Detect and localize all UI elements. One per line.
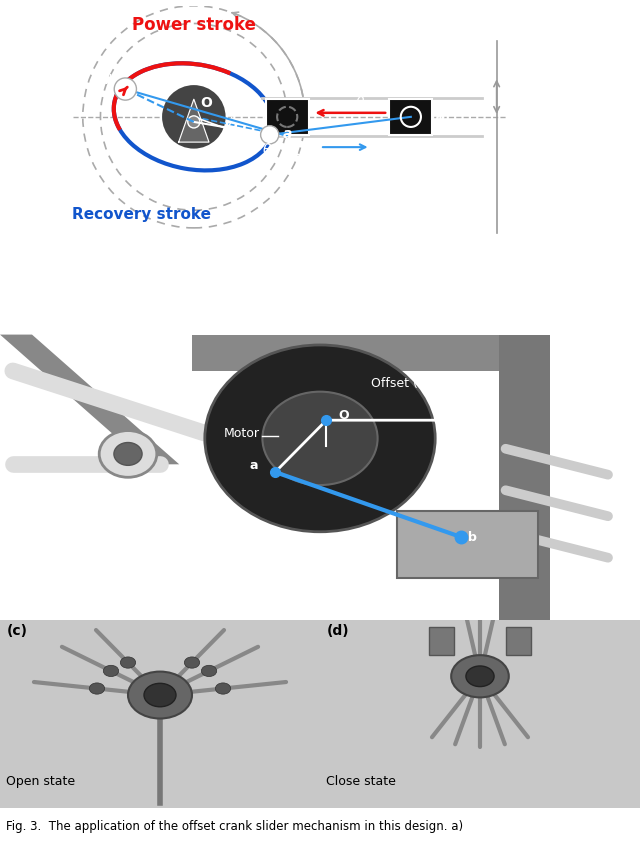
Text: Recovery stroke: Recovery stroke bbox=[72, 206, 211, 222]
Text: Open state: Open state bbox=[6, 774, 76, 787]
Circle shape bbox=[144, 683, 176, 707]
Circle shape bbox=[215, 683, 230, 694]
Bar bbox=[397, 511, 538, 579]
Text: $\theta$: $\theta$ bbox=[237, 100, 248, 116]
Text: Offset (e): Offset (e) bbox=[371, 377, 431, 390]
Text: O: O bbox=[338, 408, 349, 421]
Text: (c): (c) bbox=[6, 624, 28, 637]
Circle shape bbox=[103, 665, 118, 676]
Circle shape bbox=[262, 392, 378, 486]
Circle shape bbox=[128, 671, 192, 719]
Text: $\theta_1$: $\theta_1$ bbox=[355, 95, 371, 112]
Circle shape bbox=[120, 657, 136, 668]
Text: (a): (a) bbox=[74, 285, 96, 300]
Text: $\theta_2$: $\theta_2$ bbox=[262, 141, 278, 158]
Text: Offset (e): Offset (e) bbox=[502, 62, 562, 75]
Text: (d): (d) bbox=[326, 624, 349, 637]
Text: Connecting rod: Connecting rod bbox=[10, 496, 105, 509]
Circle shape bbox=[202, 665, 217, 676]
Circle shape bbox=[451, 655, 509, 698]
Circle shape bbox=[90, 683, 105, 694]
Circle shape bbox=[161, 85, 227, 151]
Text: a: a bbox=[250, 458, 258, 471]
Bar bbox=[499, 335, 550, 620]
Bar bbox=[266, 100, 308, 135]
Circle shape bbox=[99, 431, 157, 478]
Text: Close state: Close state bbox=[326, 774, 396, 787]
Bar bbox=[192, 335, 544, 371]
Polygon shape bbox=[0, 335, 179, 465]
Text: Motor: Motor bbox=[224, 426, 260, 440]
Text: O: O bbox=[200, 95, 212, 110]
Text: Power stroke: Power stroke bbox=[132, 15, 256, 33]
Text: b: b bbox=[435, 111, 445, 124]
Text: a: a bbox=[282, 127, 292, 141]
Bar bbox=[389, 100, 432, 135]
Bar bbox=[506, 627, 531, 655]
Text: Fig. 3.  The application of the offset crank slider mechanism in this design. a): Fig. 3. The application of the offset cr… bbox=[6, 819, 463, 832]
Circle shape bbox=[115, 79, 136, 101]
Bar bbox=[429, 627, 454, 655]
Text: Sliding block: Sliding block bbox=[352, 592, 431, 605]
Text: b': b' bbox=[282, 140, 296, 153]
Circle shape bbox=[205, 346, 435, 532]
Text: (b): (b) bbox=[10, 319, 32, 333]
Circle shape bbox=[188, 117, 200, 129]
Circle shape bbox=[184, 657, 200, 668]
Text: b: b bbox=[468, 530, 477, 543]
Circle shape bbox=[114, 443, 142, 466]
Text: Support rod: Support rod bbox=[10, 413, 83, 426]
Text: a': a' bbox=[100, 73, 114, 87]
Text: Sliding block: Sliding block bbox=[312, 153, 387, 165]
Circle shape bbox=[466, 666, 494, 687]
Polygon shape bbox=[179, 100, 209, 143]
Circle shape bbox=[260, 127, 279, 145]
